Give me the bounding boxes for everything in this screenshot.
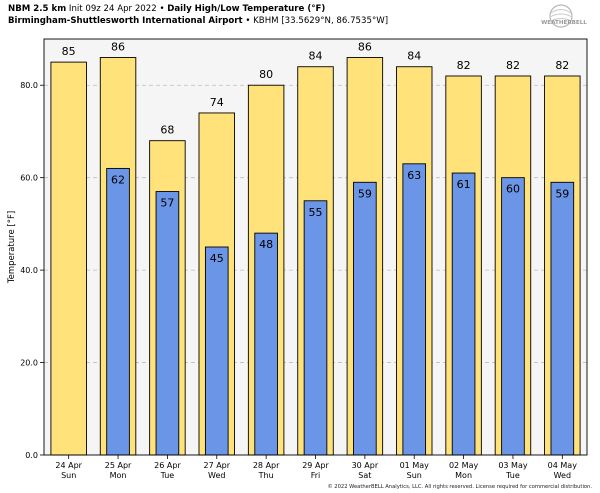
x-tick-label-day: Wed: [554, 471, 571, 480]
x-tick-label-day: Sun: [61, 471, 76, 480]
copyright-footer: © 2022 WeatherBELL Analytics, LLC. All r…: [327, 484, 592, 490]
low-value-label: 45: [210, 252, 224, 265]
high-value-label: 80: [259, 68, 273, 81]
x-tick-label-date: 04 May: [548, 461, 578, 470]
high-value-label: 82: [457, 59, 471, 72]
y-tick-label: 0.0: [25, 451, 38, 460]
low-bar: [155, 191, 180, 456]
x-tick-label-day: Tue: [160, 471, 175, 480]
plot-frame: [43, 38, 588, 456]
high-value-label: 85: [62, 45, 76, 58]
x-tick-label-date: 24 Apr: [55, 461, 82, 470]
model-name: NBM 2.5 km: [8, 4, 67, 14]
low-value-label: 59: [555, 187, 569, 200]
station-name: Birmingham-Shuttlesworth International A…: [8, 16, 243, 26]
high-value-label: 86: [111, 40, 125, 53]
low-value-label: 61: [457, 178, 471, 191]
title-line: NBM 2.5 km Init 09z 24 Apr 2022 • Daily …: [8, 4, 325, 14]
high-value-label: 82: [506, 59, 520, 72]
low-value-label: 62: [111, 173, 125, 186]
station-line: Birmingham-Shuttlesworth International A…: [8, 16, 388, 26]
x-tick-label-day: Sat: [358, 471, 371, 480]
low-bar: [402, 163, 427, 456]
station-code: • KBHM: [245, 16, 279, 26]
x-tick-label-date: 30 Apr: [352, 461, 379, 470]
low-bar: [303, 200, 328, 456]
low-value-label: 48: [259, 238, 273, 251]
y-tick-label: 20.0: [20, 359, 38, 368]
x-tick-label-day: Fri: [311, 471, 321, 480]
low-bar: [501, 177, 525, 456]
low-bar: [204, 246, 229, 456]
x-tick-label-date: 27 Apr: [203, 461, 230, 470]
x-tick-label-date: 26 Apr: [154, 461, 181, 470]
low-value-label: 57: [160, 197, 174, 210]
x-tick-label-day: Tue: [505, 471, 520, 480]
low-bar: [451, 172, 476, 456]
x-tick-label-day: Mon: [110, 471, 127, 480]
high-value-label: 68: [160, 124, 174, 137]
high-value-label: 82: [555, 59, 569, 72]
product-title: Daily High/Low Temperature (°F): [167, 4, 326, 14]
high-bar: [50, 61, 87, 456]
logo-text: WEATHERBELL: [541, 20, 587, 26]
high-value-label: 86: [358, 40, 372, 53]
x-tick-label-day: Thu: [258, 471, 274, 480]
x-tick-label-date: 29 Apr: [302, 461, 329, 470]
x-tick-label-date: 02 May: [449, 461, 479, 470]
y-tick-label: 80.0: [20, 81, 38, 90]
high-value-label: 74: [210, 96, 224, 109]
low-value-label: 59: [358, 187, 372, 200]
low-value-label: 63: [407, 169, 421, 182]
init-time: Init 09z 24 Apr 2022: [68, 4, 157, 14]
low-bar: [550, 181, 575, 456]
y-tick-label: 40.0: [20, 266, 38, 275]
y-axis-label: Temperature [°F]: [7, 211, 17, 284]
low-bar: [353, 181, 377, 456]
low-value-label: 55: [309, 206, 323, 219]
x-tick-label-date: 03 May: [498, 461, 528, 470]
x-tick-label-date: 01 May: [400, 461, 430, 470]
bullet-separator: •: [159, 4, 165, 14]
low-bar: [106, 167, 130, 456]
x-tick-label-day: Wed: [208, 471, 225, 480]
x-tick-label-date: 25 Apr: [105, 461, 132, 470]
weatherbell-logo: WEATHERBELL: [541, 4, 587, 28]
x-tick-label-day: Mon: [455, 471, 472, 480]
low-bar: [254, 232, 278, 456]
x-tick-label-day: Sun: [407, 471, 422, 480]
x-tick-label-date: 28 Apr: [253, 461, 280, 470]
low-value-label: 60: [506, 183, 520, 196]
station-coords: [33.5629°N, 86.7535°W]: [281, 16, 389, 26]
high-value-label: 84: [309, 50, 323, 63]
high-value-label: 84: [407, 50, 421, 63]
y-tick-label: 60.0: [20, 174, 38, 183]
